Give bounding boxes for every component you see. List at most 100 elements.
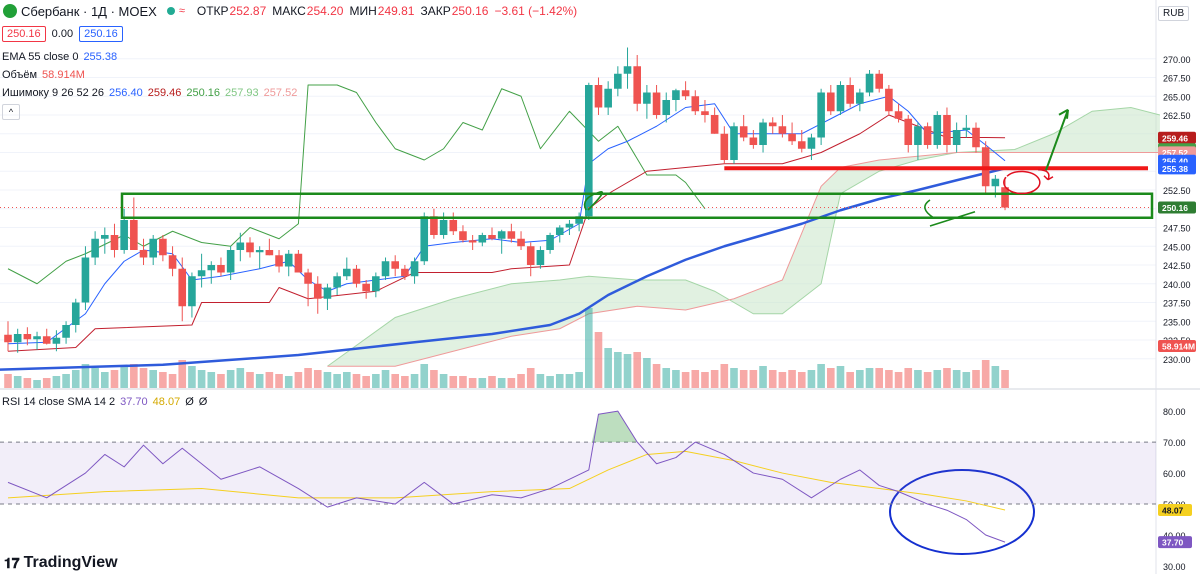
candle-body: [1001, 187, 1009, 208]
candle-body: [594, 85, 603, 108]
candle-body: [555, 227, 564, 235]
volume-legend[interactable]: Объём 58.914M: [2, 69, 90, 81]
trade-row: 250.16 0.00 250.16: [2, 26, 123, 42]
tradingview-logo[interactable]: 𝟏𝟕 TradingView: [4, 554, 118, 572]
volume-bar: [827, 368, 835, 388]
volume-bar: [294, 372, 303, 388]
volume-bar: [410, 374, 419, 388]
rsi-ma-value: 48.07: [152, 396, 181, 408]
rsi-extra-2: Ø: [198, 396, 208, 408]
price-tag-label: 58.914M: [1162, 342, 1195, 352]
candle-body: [914, 126, 922, 145]
buy-button[interactable]: 250.16: [79, 26, 123, 42]
candle-body: [4, 334, 12, 343]
rsi-tick-label: 60.00: [1163, 469, 1186, 479]
volume-bar: [168, 374, 177, 388]
candle-body: [391, 261, 399, 269]
volume-bar: [507, 378, 516, 388]
volume-bar: [42, 378, 51, 388]
candle-body: [991, 178, 1000, 187]
volume-bar: [594, 332, 603, 388]
support-mark-drawing: [924, 199, 935, 219]
candle-body: [197, 270, 206, 277]
rsi-tag: [1158, 536, 1192, 549]
candle-body: [439, 220, 448, 235]
candle-body: [759, 122, 767, 145]
support-box-drawing: [120, 192, 1154, 219]
candle-body: [720, 133, 729, 160]
volume-bar: [836, 366, 845, 388]
collapse-legend-button[interactable]: ^: [2, 104, 20, 120]
rising-arrow-drawing: [929, 210, 976, 227]
candle-body: [856, 92, 864, 104]
volume-bar: [284, 376, 293, 388]
candle-body: [585, 85, 593, 217]
candle-body: [710, 115, 719, 134]
volume-bar: [23, 378, 32, 388]
candle-body: [749, 137, 758, 145]
candle-body: [265, 250, 274, 256]
candle-body: [401, 268, 409, 277]
tradingview-mark-icon: 𝟏𝟕: [4, 554, 20, 571]
price-tag: [1158, 131, 1196, 144]
price-tag-label: 256.40: [1162, 156, 1188, 166]
rsi-line: [7, 410, 1006, 543]
candle-body: [526, 246, 535, 265]
volume-bar: [701, 372, 709, 388]
rsi-band: [0, 442, 1156, 505]
candle-body: [846, 85, 854, 104]
candle-body: [933, 115, 942, 145]
ichimoku-kijun-value: 259.46: [147, 87, 182, 99]
candle-body: [488, 235, 496, 239]
candle-body: [449, 220, 458, 232]
volume-bar: [943, 368, 951, 388]
up-arrow-head: [1058, 108, 1069, 119]
change-value: −3.61 (−1.42%): [494, 4, 578, 18]
price-tag: [1158, 201, 1196, 214]
volume-bar: [952, 370, 961, 388]
volume-bar: [585, 308, 593, 388]
ema55-line: [0, 167, 1006, 371]
volume-bar: [130, 364, 138, 388]
candle-body: [120, 220, 128, 250]
span-b-line: [327, 152, 1160, 367]
candle-body: [139, 250, 148, 258]
currency-button[interactable]: RUB: [1158, 6, 1190, 21]
volume-bar: [13, 376, 22, 388]
rsi-tick-label: 40.00: [1163, 531, 1186, 541]
volume-bar: [139, 368, 148, 388]
volume-bar: [962, 372, 971, 388]
volume-bar: [217, 374, 225, 388]
candle-body: [623, 66, 632, 74]
candle-body: [643, 92, 651, 104]
volume-bar: [101, 372, 109, 388]
sell-button[interactable]: 250.16: [2, 26, 46, 42]
volume-bar: [691, 370, 700, 388]
volume-bar: [526, 368, 535, 388]
ema-value: 255.38: [83, 51, 118, 63]
ema-legend[interactable]: EMA 55 close 0 255.38: [2, 51, 122, 63]
candle-body: [410, 261, 419, 277]
price-tick-label: 237.50: [1163, 299, 1191, 309]
ichimoku-legend[interactable]: Ишимоку 9 26 52 26 256.40 259.46 250.16 257.…: [2, 87, 302, 99]
price-tick-label: 262.50: [1163, 111, 1191, 121]
price-tag-label: 257.52: [1162, 148, 1188, 158]
candle-body: [81, 257, 90, 303]
candle-body: [633, 66, 641, 104]
volume-bar: [391, 374, 399, 388]
symbol-title[interactable]: Сбербанк · 1Д · MOEX: [21, 3, 157, 19]
user-drawings[interactable]: [120, 108, 1154, 555]
open-value: 252.87: [229, 4, 267, 18]
volume-bar: [817, 364, 825, 388]
volume-bar: [981, 360, 990, 388]
candle-body: [497, 231, 506, 239]
price-axis[interactable]: 270.00267.50265.00262.50257.50252.50250.…: [1158, 55, 1196, 365]
volume-bar: [323, 372, 332, 388]
rsi-legend[interactable]: RSI 14 close SMA 14 2 37.70 48.07 Ø Ø: [2, 396, 212, 408]
volume-bar: [846, 372, 854, 388]
volume-bar: [33, 380, 41, 388]
candle-body: [168, 255, 177, 269]
volume-bar: [343, 372, 351, 388]
volume-bar: [710, 370, 719, 388]
